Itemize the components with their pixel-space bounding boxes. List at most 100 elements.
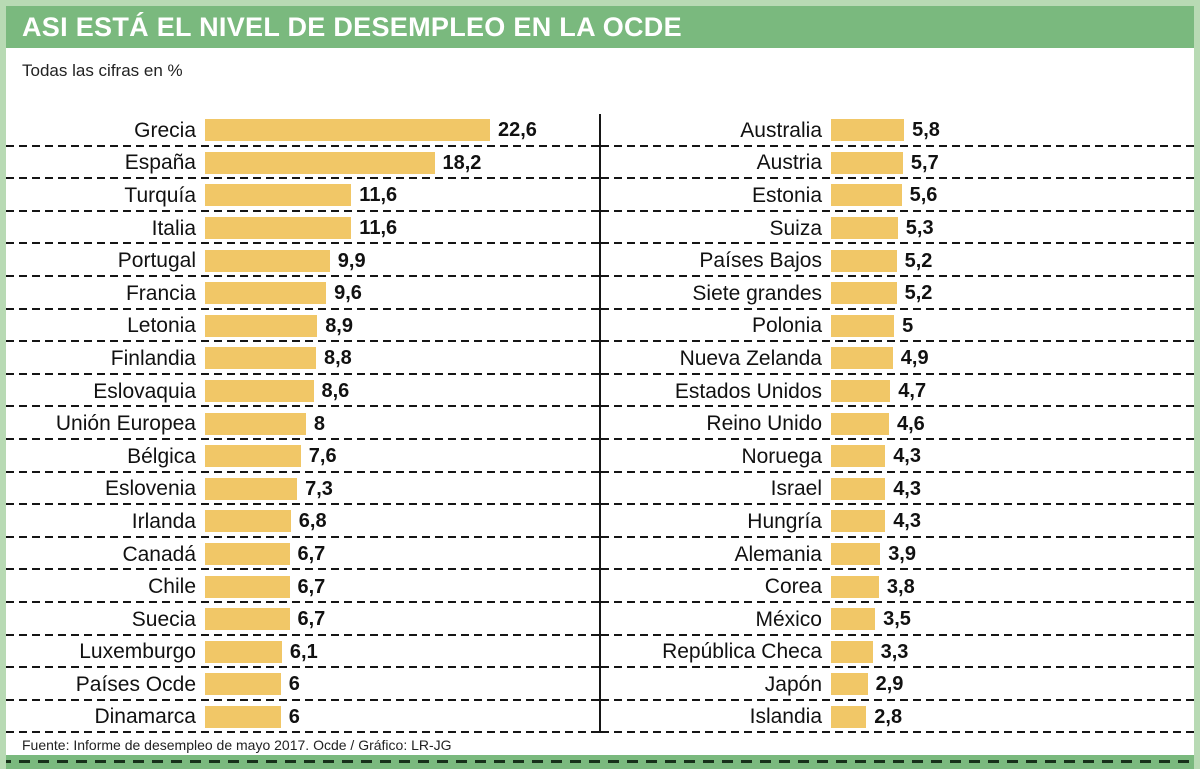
bar [831, 314, 895, 337]
bar [831, 380, 891, 403]
bar-track: 4,6 [831, 412, 925, 435]
bar-track: 3,9 [831, 543, 916, 566]
bar-value: 8 [313, 412, 326, 435]
bar-row: Italia 11,6 [6, 212, 599, 245]
bar-row: Estados Unidos 4,7 [601, 375, 1194, 408]
bar-track: 6,7 [205, 608, 325, 631]
bar-row: Corea 3,8 [601, 570, 1194, 603]
bar-track: 7,3 [205, 477, 333, 500]
bar-value: 8,8 [324, 347, 352, 370]
country-label: Turquía [124, 183, 196, 207]
country-label: Países Ocde [75, 672, 196, 696]
bar-row: Eslovenia 7,3 [6, 473, 599, 506]
country-label: Hungría [747, 509, 822, 533]
bar [831, 412, 889, 435]
bar [831, 575, 879, 598]
bar-value: 7,3 [305, 477, 333, 500]
country-label: Siete grandes [692, 281, 822, 305]
chart-column-right: Australia 5,8 Austria 5,7 Estonia 5,6 Suiza 5,3… [601, 114, 1194, 733]
bar [831, 543, 881, 566]
country-label: Alemania [734, 542, 822, 566]
bar [831, 347, 893, 370]
bar-value: 2,9 [875, 673, 904, 696]
bar-value: 6,1 [289, 640, 318, 663]
bar-row: España 18,2 [6, 147, 599, 180]
bar-value: 4,7 [898, 380, 927, 403]
country-label: Estados Unidos [674, 379, 822, 403]
bar-track: 5,3 [831, 217, 934, 240]
bar-value: 11,6 [359, 217, 398, 240]
bar-track: 5,8 [831, 119, 940, 142]
bar [831, 705, 867, 728]
country-label: Letonia [127, 314, 196, 338]
bar [205, 445, 301, 468]
bar [831, 510, 886, 533]
country-label: Suiza [769, 216, 822, 240]
bar [205, 608, 290, 631]
bar-value: 6 [288, 673, 300, 696]
bar-track: 11,6 [205, 217, 398, 240]
source-note: Fuente: Informe de desempleo de mayo 201… [22, 737, 452, 754]
bar-row: Australia 5,8 [601, 114, 1194, 147]
bar-value: 5,7 [910, 151, 939, 174]
country-label: República Checa [662, 640, 822, 664]
bar [831, 282, 897, 305]
bar-value: 6 [288, 705, 300, 728]
bar-value: 5,3 [905, 217, 934, 240]
country-label: Japón [764, 672, 822, 696]
bar [205, 184, 352, 207]
bar-row: Grecia 22,6 [6, 114, 599, 147]
country-label: Suecia [131, 607, 196, 631]
bar-track: 9,6 [205, 282, 362, 305]
bar-row: Eslovaquia 8,6 [6, 375, 599, 408]
bar-track: 5,2 [831, 249, 932, 272]
bar-track: 5,7 [831, 151, 939, 174]
bar-value: 9,6 [334, 282, 362, 305]
bar-row: Bélgica 7,6 [6, 440, 599, 473]
country-label: Estonia [751, 183, 822, 207]
bar-row: Países Ocde 6 [6, 668, 599, 701]
country-label: Grecia [134, 118, 196, 142]
bar-row: Unión Europea 8 [6, 407, 599, 440]
bar-value: 6,8 [298, 510, 327, 533]
country-label: Luxemburgo [79, 640, 196, 664]
bar [831, 119, 905, 142]
country-label: Finlandia [110, 346, 196, 370]
bottom-strip [6, 755, 1194, 769]
bar-track: 5 [831, 314, 914, 337]
country-label: Corea [764, 575, 822, 599]
bar [831, 151, 903, 174]
bar-value: 3,8 [886, 575, 915, 598]
bar-row: Japón 2,9 [601, 668, 1194, 701]
bar-value: 2,8 [874, 705, 903, 728]
bar-value: 4,9 [900, 347, 929, 370]
bar-row: Irlanda 6,8 [6, 505, 599, 538]
bar-track: 2,8 [831, 705, 903, 728]
bar-track: 2,9 [831, 673, 904, 696]
bar-track: 8,8 [205, 347, 352, 370]
bar-track: 6,1 [205, 640, 318, 663]
bar-row: Israel 4,3 [601, 473, 1194, 506]
bar-row: Suiza 5,3 [601, 212, 1194, 245]
bar-row: Siete grandes 5,2 [601, 277, 1194, 310]
bar-value: 6,7 [297, 543, 326, 566]
bar-row: Islandia 2,8 [601, 701, 1194, 734]
column-divider [599, 114, 601, 734]
chart-subtitle: Todas las cifras en % [22, 61, 183, 80]
bar-row: Suecia 6,7 [6, 603, 599, 636]
bar-value: 5 [902, 314, 914, 337]
bar-track: 9,9 [205, 249, 366, 272]
bar [831, 673, 868, 696]
bar-track: 22,6 [205, 119, 537, 142]
bar-track: 4,3 [831, 510, 921, 533]
bar-value: 3,3 [880, 640, 909, 663]
bar-track: 5,6 [831, 184, 937, 207]
bar-value: 8,6 [321, 380, 350, 403]
bar [205, 249, 330, 272]
country-label: Noruega [741, 444, 822, 468]
bar-track: 6,8 [205, 510, 327, 533]
country-label: Canadá [122, 542, 196, 566]
bar-track: 6,7 [205, 575, 325, 598]
bar [205, 477, 298, 500]
